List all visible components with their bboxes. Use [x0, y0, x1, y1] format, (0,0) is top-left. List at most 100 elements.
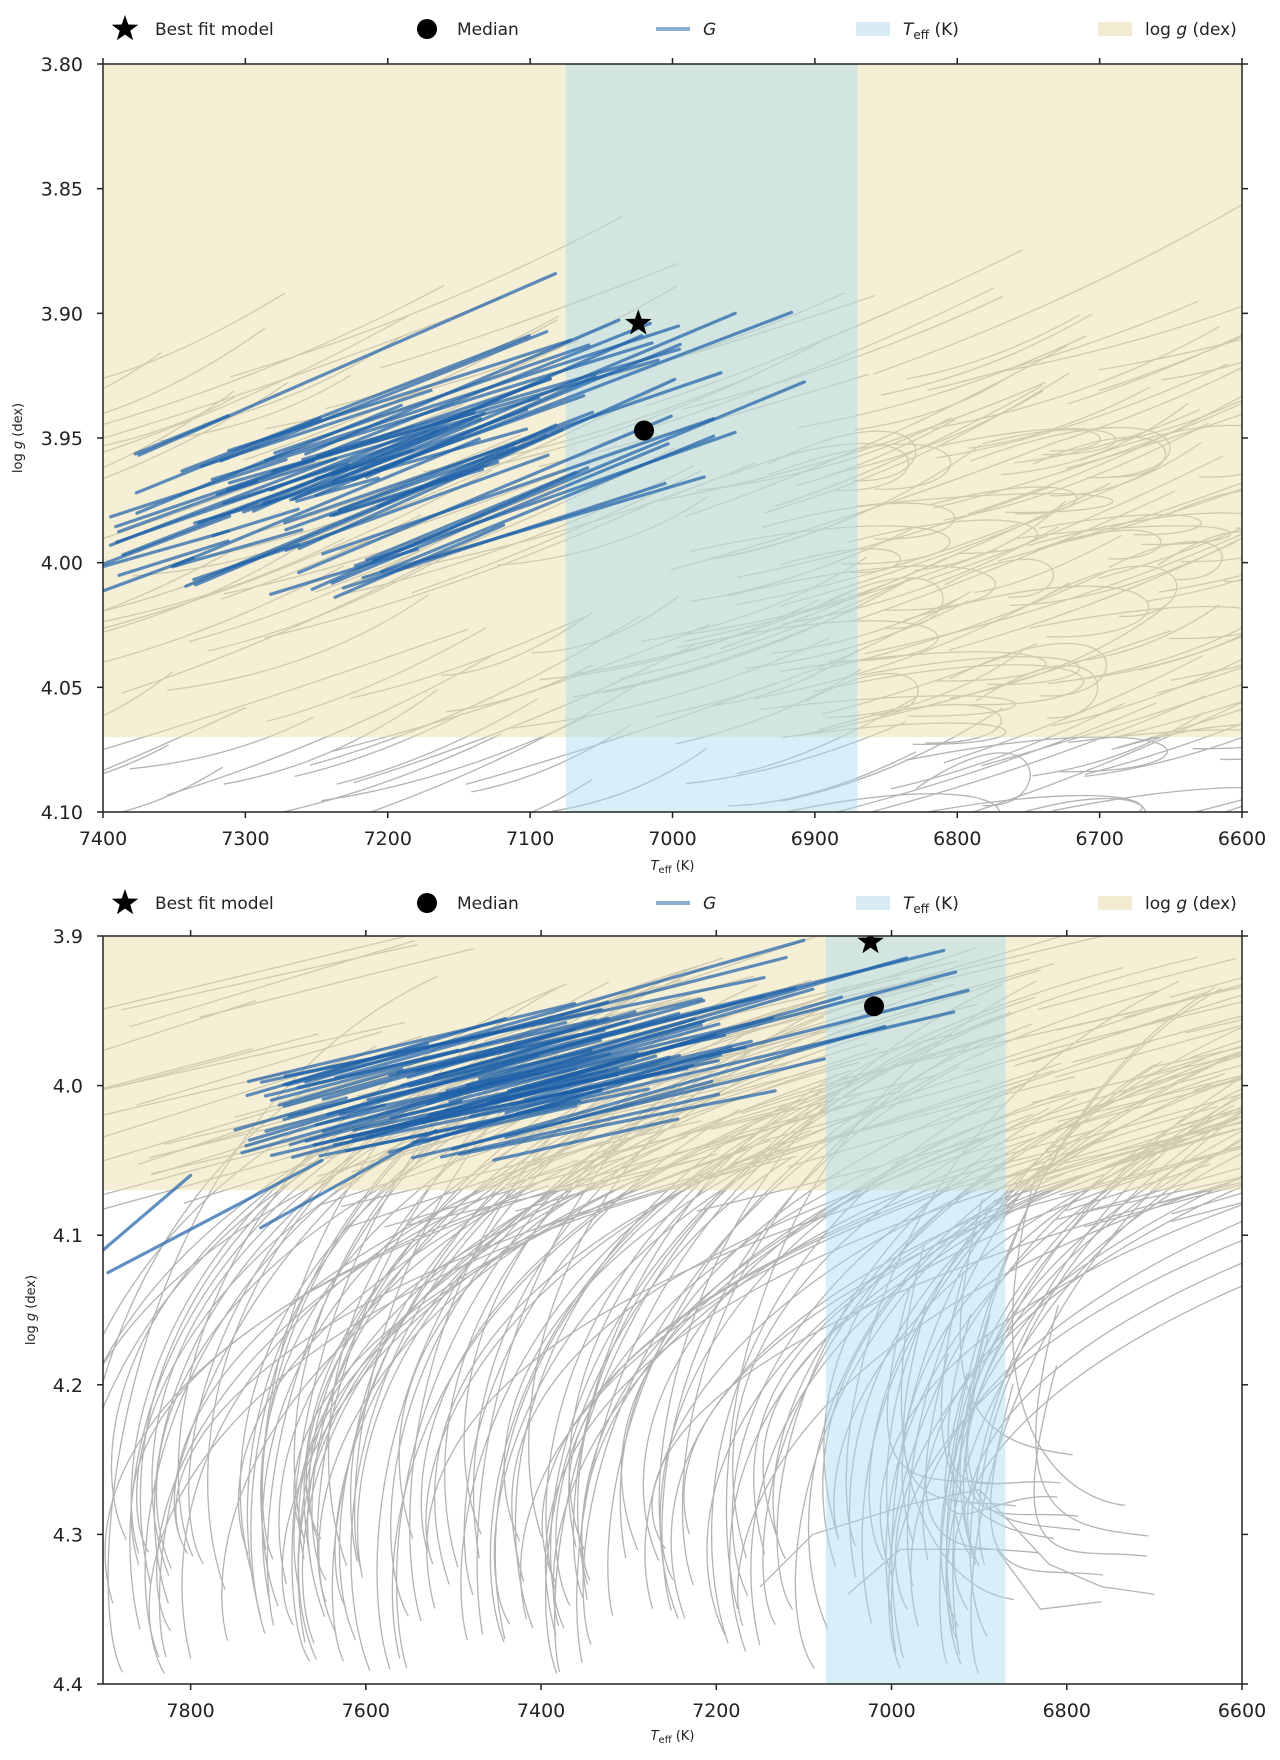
y-tick-label: 3.90: [41, 303, 83, 325]
legend-teff-swatch: [856, 22, 890, 36]
gray-track: [847, 1548, 1102, 1610]
g-track: [321, 417, 715, 556]
g-track: [338, 1051, 639, 1116]
gray-track: [530, 778, 593, 812]
best-fit-star-top: [625, 309, 652, 335]
y-tick-label: 4.10: [41, 802, 83, 824]
x-axis-label-top: Teff (K): [651, 859, 695, 876]
y-tick-label: 3.80: [41, 54, 83, 76]
g-track: [194, 428, 564, 587]
g-track: [137, 272, 558, 457]
y-tick-label: 4.1: [53, 1225, 83, 1247]
g-track: [371, 380, 806, 562]
panel-top: Best fit model Median G Teff (K) log g (dex)…: [11, 15, 1266, 876]
g-track: [316, 321, 652, 458]
x-tick-label: 7400: [79, 828, 127, 850]
gray-track: [568, 1176, 958, 1548]
g-track: [330, 442, 670, 585]
g-track: [103, 514, 232, 566]
g-track: [180, 334, 531, 473]
gray-track: [338, 1127, 595, 1640]
g-track: [282, 1016, 610, 1108]
legend-teff-label: Teff (K): [903, 894, 959, 916]
x-tick-label: 6800: [933, 828, 981, 850]
legend-bottom: Best fit model Median G Teff (K) log g (dex): [111, 889, 1237, 916]
legend-star-icon: [111, 889, 139, 915]
g-track: [284, 453, 550, 552]
legend-g-label: G: [703, 894, 716, 914]
g-track: [448, 1067, 578, 1104]
g-track: [304, 318, 621, 456]
x-tick-label: 7800: [166, 1700, 214, 1722]
y-tick-label: 3.9: [53, 926, 83, 948]
best-fit-star-bottom: [857, 936, 884, 954]
gray-track: [905, 736, 1168, 773]
gray-track: [727, 751, 917, 807]
gray-track: [237, 1181, 538, 1555]
g-track: [328, 460, 500, 518]
gray-track: [670, 1128, 1236, 1619]
g-track: [337, 410, 594, 512]
gray-track: [1033, 1365, 1147, 1557]
g-track: [295, 476, 380, 503]
gray-track: [783, 793, 1000, 812]
g-track: [492, 1117, 680, 1162]
x-tick-label: 7200: [692, 1700, 740, 1722]
g-track: [351, 310, 794, 482]
gray-track: [736, 1177, 1242, 1627]
legend-teff-label: Teff (K): [903, 20, 959, 42]
legend-median-icon: [417, 19, 437, 39]
panel-bottom: Best fit model Median G Teff (K) log g (dex)…: [24, 889, 1266, 1746]
g-track: [277, 1067, 404, 1107]
gray-track: [175, 1171, 713, 1555]
g-track: [440, 1092, 721, 1159]
axes-bottom: 7800 7600 7400 7200 7000 6800 6600 3.9 4.0 4.1 4.2…: [24, 926, 1266, 1746]
g-track: [291, 1055, 671, 1159]
g-track: [114, 377, 553, 529]
gray-track: [965, 1334, 1079, 1517]
gray-track: [967, 1262, 1242, 1567]
y-tick-label: 4.05: [41, 677, 83, 699]
gray-track: [280, 733, 502, 812]
g-track: [106, 1158, 324, 1275]
y-tick-label: 4.4: [53, 1674, 83, 1696]
g-track: [445, 956, 909, 1093]
g-track: [269, 1021, 568, 1102]
gray-track: [947, 1314, 1061, 1485]
legend-best-fit-label: Best fit model: [155, 894, 274, 914]
gray-track: [902, 1305, 1016, 1507]
plot-area-top: [103, 64, 1242, 812]
g-track: [109, 458, 288, 519]
gray-track: [922, 1175, 1242, 1561]
legend-g-label: G: [703, 20, 716, 40]
gray-track: [729, 1137, 1187, 1652]
gray-track: [940, 1271, 1054, 1540]
gray-track: [1052, 786, 1242, 812]
gray-track: [544, 1143, 1160, 1636]
gray-track: [1011, 1176, 1126, 1507]
gray-track: [545, 1156, 794, 1674]
axes-frame-bottom: [102, 935, 1243, 1685]
x-tick-label: 6900: [791, 828, 839, 850]
g-track: [103, 529, 230, 569]
gray-track: [989, 1383, 1104, 1576]
gray-track: [1084, 736, 1242, 778]
x-tick-label: 7600: [342, 1700, 390, 1722]
g-track: [325, 1011, 681, 1117]
y-tick-label: 4.0: [53, 1076, 83, 1098]
gray-track: [966, 1313, 1081, 1531]
x-tick-label: 6700: [1075, 828, 1123, 850]
legend-logg-swatch: [1098, 896, 1132, 910]
gray-track: [1170, 1202, 1242, 1223]
gray-track: [970, 1111, 1242, 1674]
g-track: [282, 1016, 507, 1087]
g-track: [414, 1028, 606, 1073]
gray-track: [1075, 1176, 1242, 1215]
x-tick-label: 7300: [221, 828, 269, 850]
y-axis-label-top: log g (dex): [11, 403, 26, 473]
gray-track: [925, 1352, 1039, 1554]
g-track: [268, 376, 552, 492]
g-track: [504, 1079, 714, 1139]
